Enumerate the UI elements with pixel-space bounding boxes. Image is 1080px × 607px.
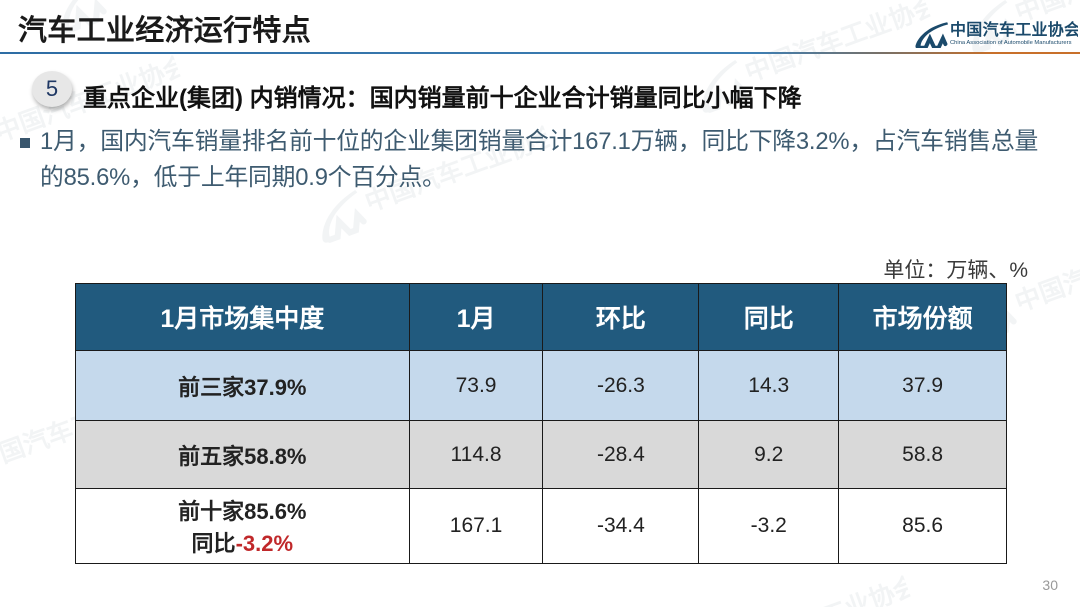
svg-text:China Association of Automobil: China Association of Automobile Manufact… xyxy=(950,40,1072,46)
svg-text:中国汽车工业协会: 中国汽车工业协会 xyxy=(950,20,1078,39)
svg-text:中国汽车工业协会: 中国汽车工业协会 xyxy=(721,570,923,607)
